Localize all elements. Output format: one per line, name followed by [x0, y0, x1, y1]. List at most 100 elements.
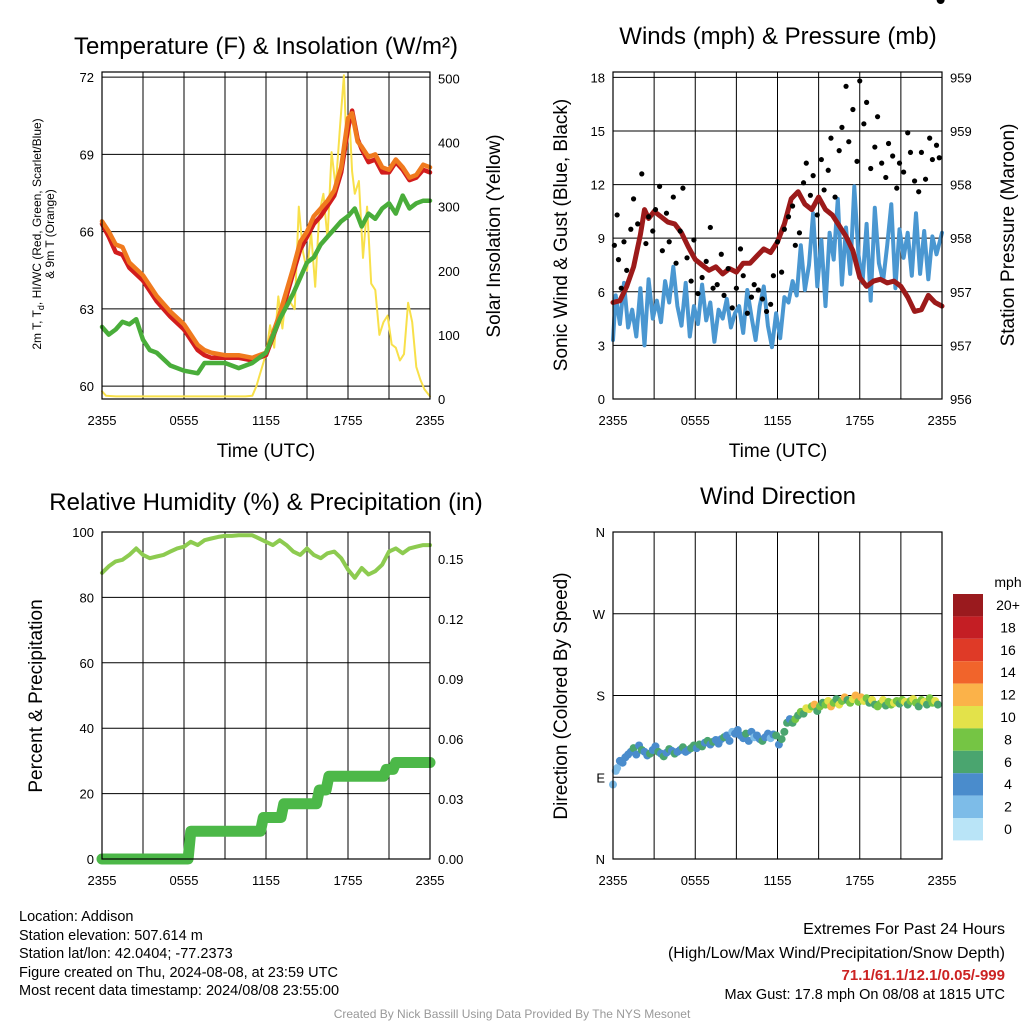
y-tick-label: 63	[80, 302, 94, 317]
gust-point	[680, 185, 686, 191]
speed-legend-swatch	[953, 773, 983, 796]
y-right-tick-label: 0.06	[438, 732, 463, 747]
gust-point	[768, 301, 774, 307]
gust-point	[729, 305, 735, 311]
gust-point	[628, 226, 634, 232]
y-tick-label: N	[596, 525, 605, 540]
y-tick-label: 15	[591, 124, 605, 139]
speed-legend-swatch	[953, 728, 983, 751]
y-right-tick-label: 959	[950, 70, 972, 85]
gust-point	[695, 290, 701, 297]
gust-point	[936, 155, 942, 161]
gust-point	[810, 173, 816, 179]
2m-t-line	[99, 108, 433, 363]
x-tick-label: 0555	[681, 873, 710, 888]
gust-point	[714, 282, 720, 288]
speed-legend-swatch	[953, 750, 983, 774]
temperature-ylabel-part2: , HI/WC (Red, Green, Scarlet/Blue)	[30, 118, 44, 305]
pressure-ylabel: Station Pressure (Maroon)	[998, 124, 1019, 347]
gust-point	[864, 99, 870, 105]
y-right-tick-label: 0.09	[438, 672, 463, 687]
y-tick-label: 40	[80, 721, 94, 736]
extremes-title: Extremes For Past 24 Hours	[803, 921, 1005, 938]
gust-point	[874, 114, 881, 120]
wind-plot-frame	[612, 71, 943, 400]
gust-point	[890, 153, 896, 159]
y-right-tick-label: 0.12	[438, 612, 463, 627]
direction-point	[725, 736, 734, 745]
gust-point	[814, 212, 820, 218]
extremes-subtitle: (High/Low/Max Wind/Precipitation/Snow De…	[667, 945, 1005, 962]
gust-point	[843, 83, 849, 89]
gust-point	[721, 292, 727, 298]
gust-point	[725, 265, 731, 272]
gust-point	[688, 278, 694, 284]
speed-legend-label: 2	[1004, 799, 1012, 815]
gust-point	[927, 135, 933, 141]
direction-ticks: 2355 0555 1155 1755 2355 N E S W N	[593, 525, 957, 888]
x-tick-label: 0555	[170, 413, 199, 428]
x-tick-label: 1155	[764, 413, 792, 428]
gust-point	[759, 296, 766, 302]
y-tick-label: 9	[598, 231, 605, 246]
gust-point	[699, 274, 705, 281]
gust-point	[763, 308, 770, 315]
gust-point	[755, 287, 761, 293]
direction-point	[780, 727, 789, 736]
y-tick-label: 0	[87, 852, 94, 867]
gust-point	[846, 139, 852, 145]
y-tick-label: S	[596, 689, 605, 704]
direction-panel-title: Wind Direction	[700, 483, 856, 510]
gust-point	[911, 178, 918, 184]
gust-point	[894, 185, 900, 191]
speed-legend-swatch	[953, 661, 983, 684]
gust-point	[718, 251, 724, 257]
gust-point	[710, 285, 716, 291]
speed-legend: 20+ 18 16 14 12 10 8 6 4 2 0	[953, 594, 1020, 841]
gust-point	[821, 187, 827, 193]
gust-point	[740, 273, 746, 279]
gust-point	[850, 106, 856, 113]
recent-data-timestamp: Most recent data timestamp: 2024/08/08 2…	[19, 983, 340, 999]
gust-point	[659, 248, 665, 254]
y-tick-label: 12	[591, 178, 605, 193]
extremes-info: Extremes For Past 24 Hours (High/Low/Max…	[668, 918, 1005, 1005]
gust-point	[785, 214, 792, 220]
x-tick-label: 1155	[764, 873, 792, 888]
y-tick-label: 60	[80, 656, 94, 671]
gust-point	[916, 189, 922, 195]
y-tick-label: 80	[80, 590, 94, 605]
station-latlon: Station lat/lon: 42.0404; -77.2373	[19, 946, 233, 962]
gust-point	[614, 212, 620, 218]
y-tick-label: 100	[72, 525, 94, 540]
gust-point	[618, 285, 624, 291]
speed-legend-label: 6	[1004, 754, 1012, 770]
x-tick-label: 1155	[252, 873, 280, 888]
station-elevation: Station elevation: 507.614 m	[19, 927, 203, 944]
speed-legend-swatch	[953, 706, 983, 729]
max-gust: Max Gust: 17.8 mph On 08/08 at 1815 UTC	[724, 987, 1005, 1003]
direction-point	[914, 702, 923, 711]
temperature-series	[99, 74, 433, 398]
speed-legend-title: mph	[994, 574, 1021, 590]
gust-point	[703, 258, 709, 265]
gust-point	[744, 310, 750, 316]
gust-point	[933, 142, 940, 148]
y-tick-label: 69	[80, 147, 94, 162]
sonic-wind-line	[611, 184, 944, 350]
humidity-grid	[101, 531, 431, 860]
direction-point	[613, 764, 622, 773]
y-tick-label: 0	[598, 392, 605, 407]
direction-panel: Wind Direction 2355 0555 1155 1755 2355 N E S W N…	[551, 0, 1022, 888]
gust-point	[639, 171, 645, 177]
y-right-tick-label: 957	[950, 338, 972, 353]
wind-xlabel: Time (UTC)	[729, 441, 828, 462]
y-tick-label: 18	[591, 70, 605, 85]
gust-point	[825, 167, 831, 173]
y-right-tick-label: 0	[438, 392, 445, 407]
y-right-tick-label: 958	[950, 178, 972, 193]
y-right-tick-label: 400	[438, 136, 460, 151]
gust-point	[857, 78, 863, 84]
speed-legend-swatch	[953, 638, 983, 662]
